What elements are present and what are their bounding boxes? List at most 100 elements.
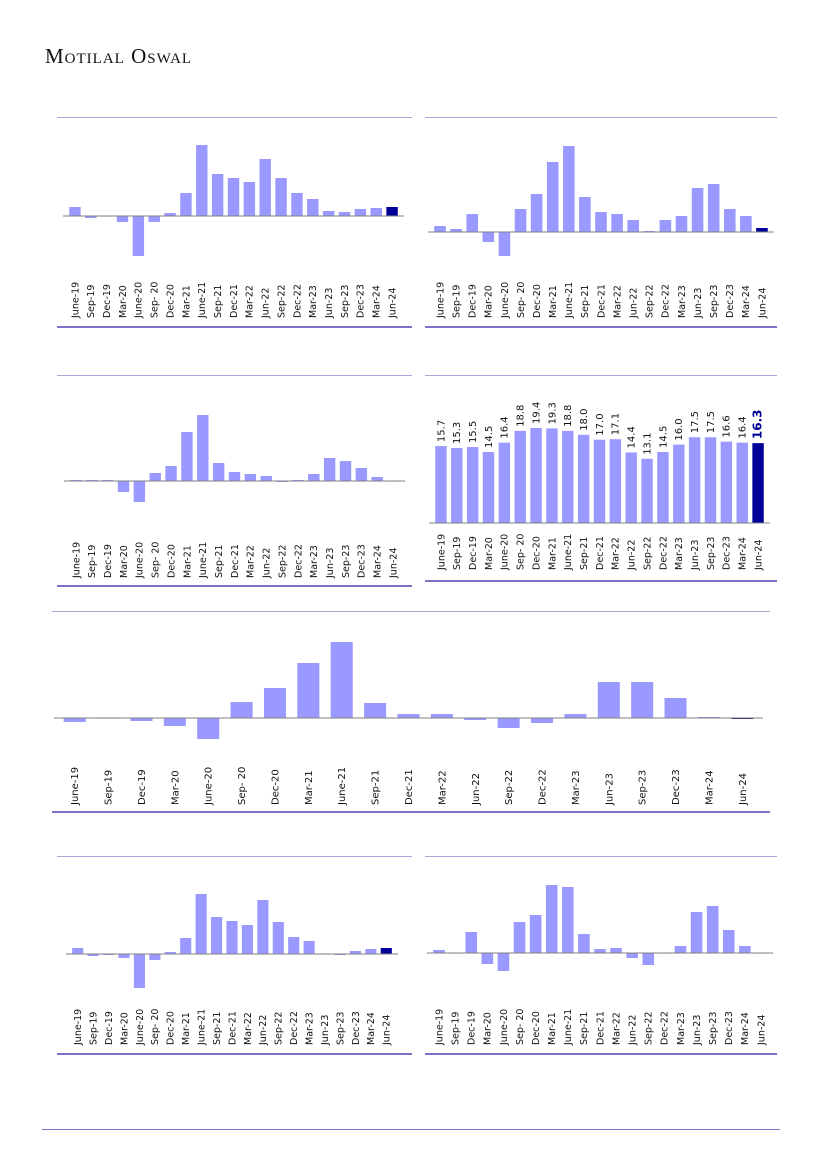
x-tick-label: Mar-22 [437,770,448,805]
x-tick-label: Dec-22 [658,536,669,570]
data-label: 18.8 [563,405,574,427]
x-tick-label: Jun-22 [261,288,272,319]
bar-Mar-21 [181,432,193,481]
x-tick-label: Jun-24 [382,1015,393,1046]
x-tick-label: Dec-22 [660,1011,671,1045]
bar-Mar-22 [430,714,453,718]
x-tick-label: Dec-20 [166,1011,177,1045]
bar-Sep-21 [211,917,223,954]
bar-Dec-22 [531,718,554,723]
x-tick-label: June-20 [500,282,511,319]
bar-Sep-20 [149,954,161,960]
data-label: 17.5 [690,411,701,433]
x-tick-label: Dec-21 [227,1011,238,1045]
bar-Mar-22 [610,948,622,953]
bar-Mar-22 [611,214,623,232]
x-tick-label: Dec-20 [531,1011,542,1045]
x-tick-label: Sep-21 [580,285,591,318]
x-tick-label: Mar-21 [181,285,192,318]
chart-5: June-19 Sep-19 Dec-19 Mar-20 June-20 Sep- 20 D… [52,611,770,813]
bar-Mar-22 [241,925,253,954]
data-label: 16.4 [738,416,749,438]
bar-Mar-21 [546,162,559,232]
bar-Sep-22 [497,718,520,728]
x-tick-label: June-19 [436,534,447,571]
x-tick-label: Mar-23 [308,285,319,318]
x-tick-label: Jun-24 [388,548,399,579]
bar-June-19 [69,207,81,216]
bar-Jun-22 [626,953,638,958]
bar-Mar-22 [609,439,622,523]
bar-Sep-21 [579,197,591,232]
bar-Mar-20 [116,216,129,222]
x-tick-label: Sep-21 [579,1012,590,1045]
x-tick-label: Dec-21 [229,284,240,318]
data-label: 16.0 [674,418,685,440]
x-tick-label: Mar-21 [182,545,193,578]
bar-June-20 [498,442,511,523]
x-tick-label: Mar-22 [245,285,256,318]
bar-Dec-23 [354,209,367,216]
x-tick-label: June-21 [197,282,208,319]
x-tick-label: Sep-21 [579,537,590,570]
bar-Sep-21 [578,934,590,953]
bar-Jun-22 [625,452,637,523]
bar-Jun-22 [464,718,487,720]
x-tick-label: June-21 [196,1009,207,1046]
x-tick-label: Dec-21 [230,544,241,578]
bar-Mar-20 [481,953,494,964]
chart-top-rule [425,856,777,857]
chart-top-rule [57,117,412,118]
x-tick-label: Sep-19 [88,1012,99,1045]
x-tick-label: Dec-19 [103,544,114,578]
bar-Sep-22 [272,922,284,954]
chart-bottom-rule [57,585,412,587]
bar-Dec-20 [530,427,542,523]
x-tick-label: Sep- 20 [151,542,162,578]
bar-Dec-21 [595,212,607,232]
bar-Mar-24 [365,949,377,954]
chart-3: June-19 Sep-19 Dec-19 Mar-20 June-20 Sep- 20 D… [57,375,412,587]
x-tick-label: Jun-23 [324,288,335,319]
bar-June-21 [562,430,574,523]
x-tick-label: June-20 [135,1009,146,1046]
chart-top-rule [57,856,412,857]
bar-Dec-21 [228,472,241,481]
bar-Mar-21 [546,428,558,523]
chart-top-rule [425,375,777,376]
x-tick-label: Mar-24 [740,1012,751,1045]
bar-Jun-23 [688,437,701,523]
bar-Dec-19 [466,214,479,232]
x-tick-label: Sep- 20 [516,282,527,318]
x-tick-label: Mar-23 [676,1012,687,1045]
x-tick-label: Dec-21 [595,536,606,570]
x-tick-label: Mar-20 [119,545,130,578]
bar-Mar-23 [675,216,688,232]
x-tick-label: June-19 [71,542,82,579]
bar-Mar-23 [303,941,315,954]
x-tick-label: Dec-21 [404,769,415,805]
x-tick-label: June-20 [134,282,145,319]
bar-Sep-20 [513,922,526,953]
x-tick-label: Dec-22 [289,1011,300,1045]
x-tick-label: Sep-19 [104,770,115,805]
data-label: 14.5 [484,426,495,448]
chart-7: June-19 Sep-19 Dec-19 Mar-20 June-20 Sep- 20 D… [425,856,777,1055]
bar-June-20 [197,718,220,739]
bar-Dec-20 [165,466,177,481]
x-tick-label: Mar-20 [119,1012,130,1045]
x-tick-label: Dec-19 [102,284,113,318]
x-tick-label: Mar-22 [611,537,622,570]
x-tick-label: Jun-22 [262,548,273,579]
bar-Sep-23 [631,682,654,718]
bar-Sep-19 [87,954,99,956]
bar-Jun-23 [691,188,704,232]
x-tick-label: Dec-20 [270,769,281,805]
x-tick-label: Jun-24 [738,773,749,806]
bar-Sep-22 [641,458,653,523]
bar-Jun-24 [380,948,392,954]
x-tick-label: Jun-24 [757,288,768,319]
bar-Dec-23 [720,441,733,523]
bar-June-21 [196,145,208,216]
x-tick-label: Dec-23 [356,284,367,318]
